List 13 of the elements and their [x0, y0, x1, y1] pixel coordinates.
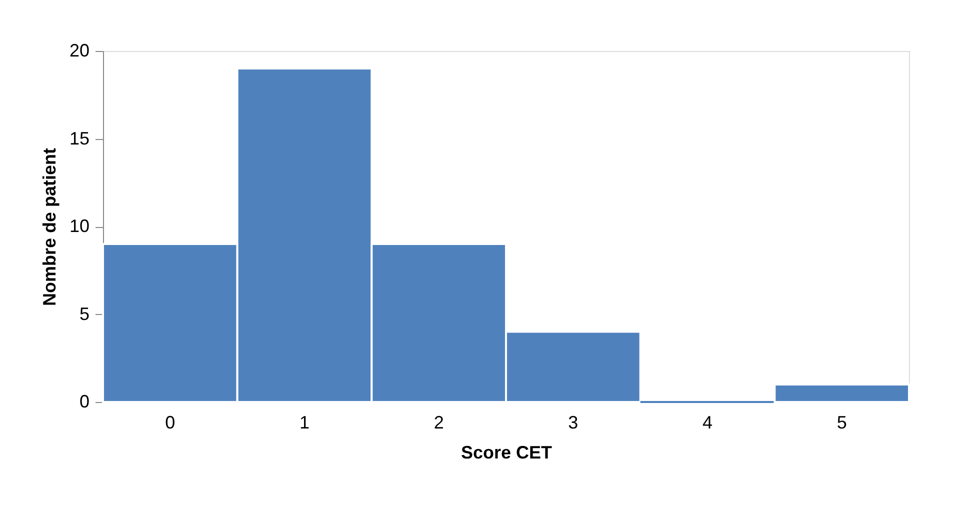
- y-tick-label: 20: [69, 40, 90, 60]
- x-tick-label: 5: [836, 412, 847, 432]
- y-tick-label: 0: [79, 392, 90, 412]
- y-tick-label: 5: [79, 304, 90, 324]
- y-tick-label: 15: [69, 128, 90, 148]
- x-tick-label: 1: [299, 412, 310, 432]
- x-tick-label: 4: [702, 412, 713, 432]
- x-tick-label: 0: [165, 412, 176, 432]
- x-tick-label: 2: [434, 412, 444, 432]
- y-axis-title: Nombre de patient: [39, 148, 60, 306]
- x-axis-title: Score CET: [460, 442, 552, 462]
- x-tick-label: 3: [568, 412, 578, 432]
- y-tick-label: 10: [69, 216, 90, 236]
